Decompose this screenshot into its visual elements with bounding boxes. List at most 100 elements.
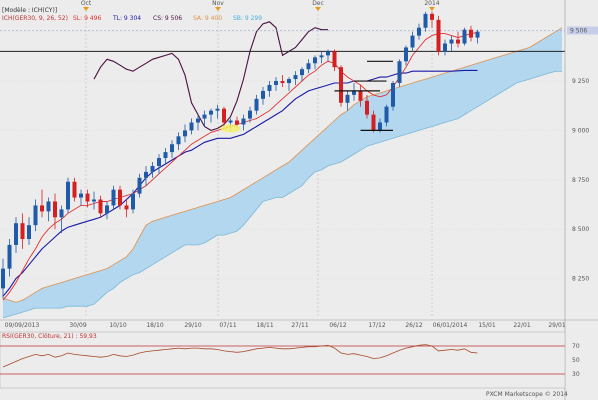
candle[interactable]	[209, 108, 213, 123]
y-tick-label: 8 500	[572, 226, 589, 233]
x-tick-label: 18/11	[256, 322, 273, 329]
candle[interactable]	[157, 154, 161, 174]
candle-body	[209, 110, 213, 115]
candle-body	[274, 81, 278, 85]
legend: ICH(GER30, 9, 26, 52) SL: 9 496 TL: 9 304 C…	[2, 15, 262, 22]
candle-body	[176, 136, 181, 145]
candle[interactable]	[248, 106, 252, 123]
candle[interactable]	[306, 59, 311, 74]
candle[interactable]	[33, 199, 38, 232]
candle[interactable]	[215, 104, 220, 119]
candles[interactable]	[1, 11, 480, 299]
y-tick-label: 9 250	[572, 78, 589, 85]
candle[interactable]	[7, 239, 12, 277]
candle[interactable]	[326, 49, 330, 62]
candle[interactable]	[469, 25, 473, 42]
candle-body	[196, 118, 200, 123]
candle[interactable]	[384, 104, 389, 127]
candle-body	[410, 35, 415, 48]
candle[interactable]	[59, 205, 64, 234]
candle[interactable]	[66, 177, 70, 214]
candle[interactable]	[183, 124, 187, 143]
candle[interactable]	[1, 258, 5, 299]
candle[interactable]	[46, 197, 51, 222]
candle-body	[436, 19, 441, 52]
candle[interactable]	[300, 67, 304, 82]
rsi-title: RSI(GER30, Clôture, 21) : 59,93	[2, 333, 97, 340]
candle[interactable]	[176, 132, 181, 151]
candle[interactable]	[417, 23, 421, 40]
candle[interactable]	[313, 55, 317, 70]
candle[interactable]	[202, 110, 207, 127]
candle[interactable]	[196, 114, 200, 131]
candle[interactable]	[27, 217, 31, 245]
candle[interactable]	[443, 39, 447, 56]
candle[interactable]	[261, 86, 265, 105]
candle[interactable]	[189, 118, 194, 135]
candle[interactable]	[456, 31, 460, 48]
candle[interactable]	[144, 165, 148, 186]
candle-body	[423, 13, 428, 28]
candle-body	[98, 199, 103, 214]
candle[interactable]	[423, 11, 428, 32]
candle[interactable]	[267, 81, 272, 97]
legend-item: SB: 9 299	[233, 15, 262, 22]
candle[interactable]	[332, 49, 337, 72]
candle[interactable]	[163, 148, 168, 164]
candle[interactable]	[475, 29, 480, 44]
candle[interactable]	[345, 90, 350, 111]
candle[interactable]	[397, 59, 402, 87]
candle[interactable]	[371, 110, 376, 133]
candle-body	[40, 205, 44, 212]
candle[interactable]	[449, 35, 454, 52]
candle[interactable]	[358, 84, 363, 107]
x-tick-label: 17/12	[368, 322, 385, 329]
candle[interactable]	[436, 15, 441, 56]
candle[interactable]	[391, 81, 395, 111]
candle-body	[85, 193, 90, 202]
candle[interactable]	[118, 185, 122, 210]
candle[interactable]	[462, 27, 467, 46]
candle[interactable]	[72, 177, 77, 202]
candle[interactable]	[85, 189, 90, 208]
highlight-marker	[220, 124, 241, 133]
candle-body	[131, 193, 135, 210]
candle[interactable]	[40, 189, 44, 218]
candle[interactable]	[137, 173, 142, 198]
candle[interactable]	[98, 195, 103, 218]
candle[interactable]	[287, 77, 291, 91]
candle-body	[462, 29, 467, 44]
candle[interactable]	[92, 191, 96, 210]
candle[interactable]	[293, 71, 298, 85]
candle[interactable]	[352, 83, 356, 101]
candle[interactable]	[222, 106, 226, 127]
candle[interactable]	[150, 162, 155, 178]
candle[interactable]	[105, 201, 109, 220]
candle-body	[397, 61, 402, 84]
candle[interactable]	[241, 114, 246, 131]
candle[interactable]	[280, 75, 285, 87]
candle[interactable]	[274, 77, 278, 91]
candle[interactable]	[79, 189, 83, 206]
candle[interactable]	[339, 65, 343, 107]
candle[interactable]	[131, 189, 135, 214]
candle[interactable]	[430, 11, 434, 28]
x-tick-label: 06/01/2014	[433, 322, 468, 329]
candle[interactable]	[111, 185, 116, 210]
candle[interactable]	[319, 51, 324, 64]
annotation-lines	[220, 60, 393, 133]
candle[interactable]	[254, 94, 259, 115]
candle[interactable]	[20, 213, 25, 249]
candle[interactable]	[124, 199, 129, 218]
candle-body	[27, 225, 31, 240]
candle-body	[391, 83, 395, 107]
candle[interactable]	[365, 94, 369, 119]
candle[interactable]	[170, 140, 174, 159]
candle[interactable]	[410, 31, 415, 52]
candle[interactable]	[14, 217, 18, 253]
candle[interactable]	[53, 193, 57, 230]
candle-body	[189, 122, 194, 131]
candle[interactable]	[404, 45, 408, 66]
